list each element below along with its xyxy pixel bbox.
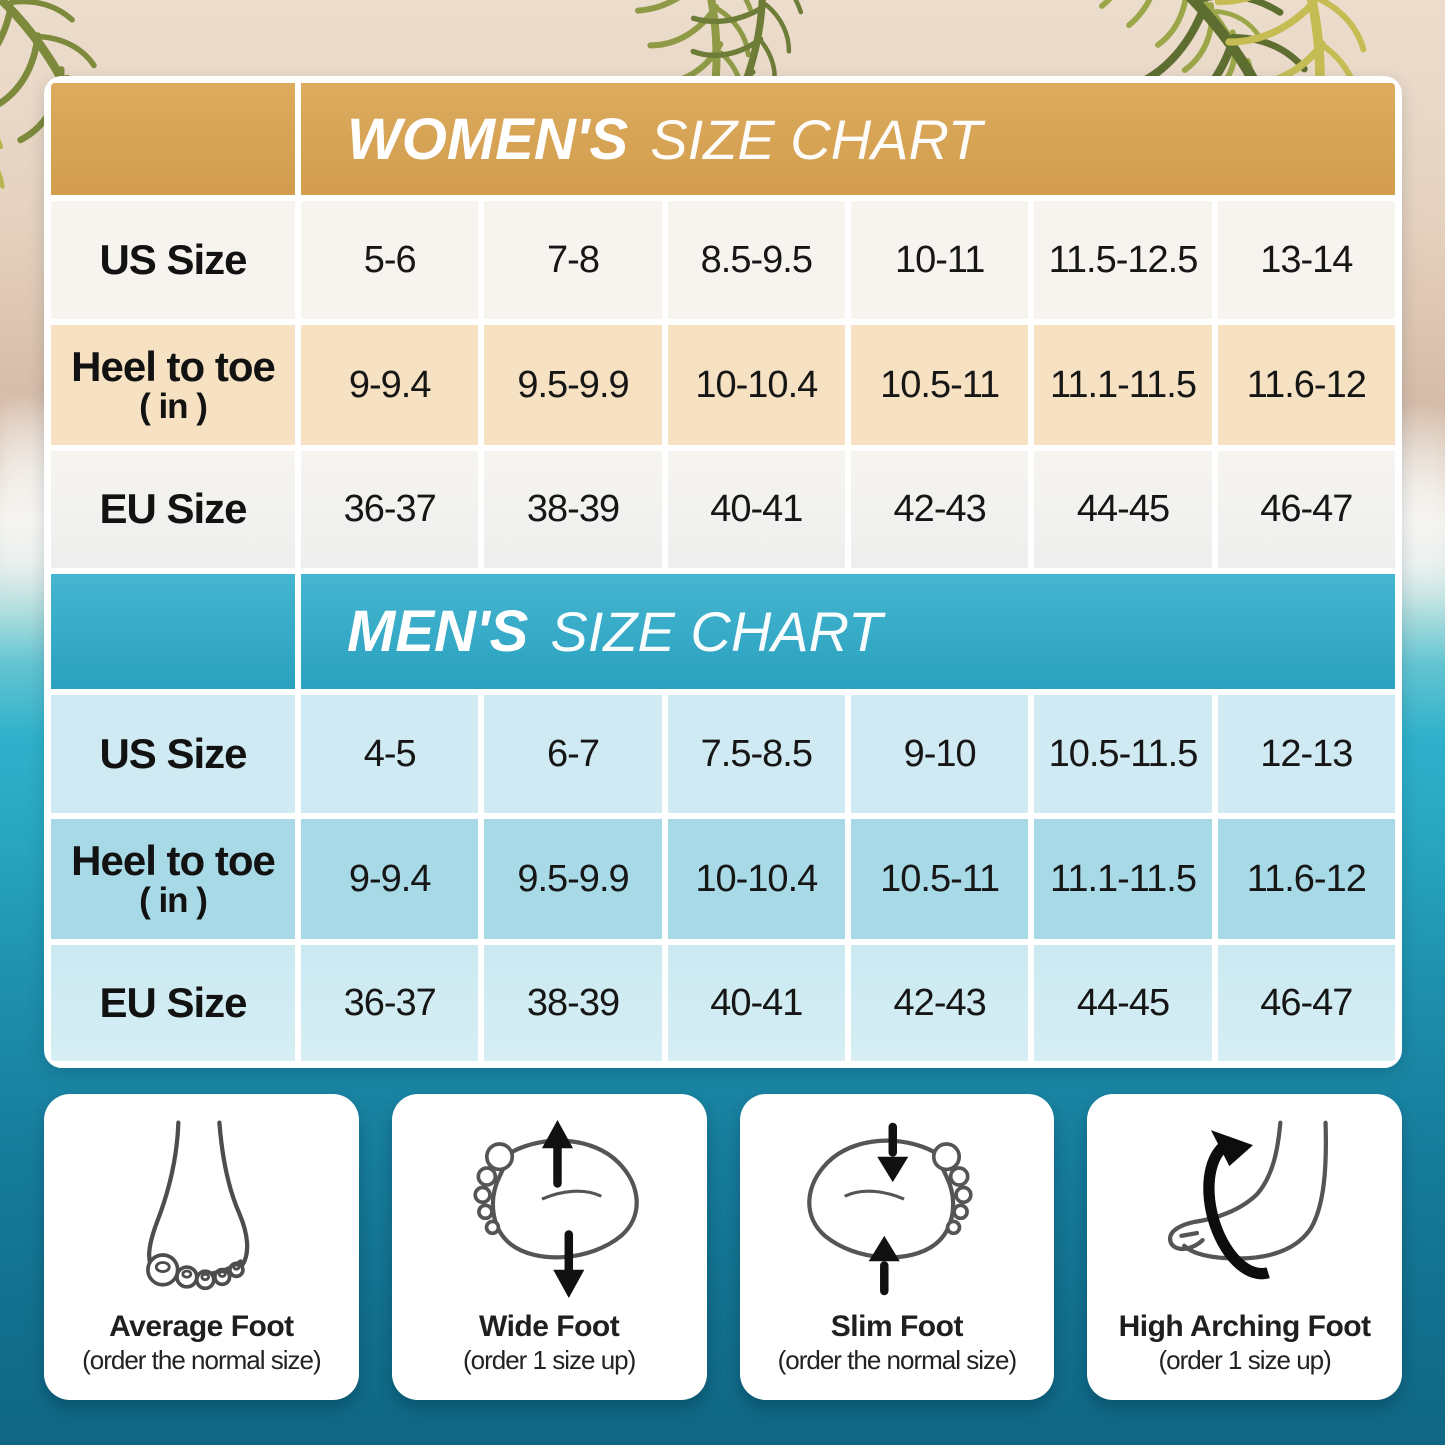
foot-card-title: Average Foot	[109, 1310, 294, 1344]
mens-table-corner-cell	[48, 571, 298, 692]
mens-eu-size-label: EU Size	[48, 942, 298, 1064]
womens-eu-size-value: 36-37	[298, 448, 482, 571]
womens-us-size-label: US Size	[48, 198, 298, 322]
mens-us-size-value: 7.5-8.5	[664, 692, 848, 816]
foot-card-high-arching: High Arching Foot (order 1 size up)	[1087, 1094, 1402, 1400]
wide-foot-icon	[443, 1094, 655, 1310]
foot-card-title: Wide Foot	[479, 1310, 620, 1344]
womens-heel-to-toe-value: 9-9.4	[298, 322, 482, 448]
mens-heel-to-toe-value: 9-9.4	[298, 816, 482, 942]
womens-us-size-value: 13-14	[1214, 198, 1398, 322]
foot-card-average: Average Foot (order the normal size)	[44, 1094, 359, 1400]
womens-us-size-value: 11.5-12.5	[1031, 198, 1215, 322]
foot-card-subtitle: (order the normal size)	[82, 1344, 322, 1375]
mens-us-size-value: 12-13	[1214, 692, 1398, 816]
womens-table-title: WOMEN'S SIZE CHART	[298, 80, 1398, 198]
slim-foot-icon	[791, 1094, 1003, 1310]
average-foot-icon	[116, 1094, 286, 1310]
womens-heel-to-toe-value: 11.6-12	[1214, 322, 1398, 448]
mens-title-bold: MEN'S	[347, 599, 529, 664]
womens-us-size-value: 7-8	[481, 198, 665, 322]
womens-us-size-value: 5-6	[298, 198, 482, 322]
mens-title-light: SIZE CHART	[550, 600, 883, 663]
foot-card-title: High Arching Foot	[1118, 1310, 1372, 1344]
mens-heel-to-toe-value: 11.1-11.5	[1031, 816, 1215, 942]
mens-us-size-value: 6-7	[481, 692, 665, 816]
foot-type-guide: Average Foot (order the normal size)	[44, 1094, 1402, 1400]
foot-card-title: Slim Foot	[830, 1310, 964, 1344]
womens-eu-size-value: 42-43	[847, 448, 1032, 571]
mens-eu-size-value: 38-39	[481, 942, 665, 1064]
womens-heel-to-toe-value: 10.5-11	[847, 322, 1032, 448]
mens-heel-to-toe-value: 9.5-9.9	[481, 816, 665, 942]
mens-table-title: MEN'S SIZE CHART	[298, 571, 1398, 692]
mens-eu-size-value: 46-47	[1214, 942, 1398, 1064]
womens-us-size-value: 10-11	[847, 198, 1032, 322]
womens-heel-to-toe-label: Heel to toe ( in )	[48, 322, 298, 448]
mens-us-size-value: 9-10	[847, 692, 1032, 816]
foot-card-slim: Slim Foot (order the normal size)	[739, 1094, 1055, 1400]
womens-eu-size-value: 38-39	[481, 448, 665, 571]
mens-us-size-value: 10.5-11.5	[1031, 692, 1215, 816]
foot-card-subtitle: (order 1 size up)	[1158, 1344, 1331, 1375]
mens-heel-to-toe-value: 11.6-12	[1214, 816, 1398, 942]
mens-size-table: MEN'S SIZE CHART US Size 4-5 6-7 7.5-8.5…	[48, 571, 1398, 1064]
high-arching-foot-icon	[1139, 1094, 1351, 1310]
womens-size-table: WOMEN'S SIZE CHART US Size 5-6 7-8 8.5-9…	[48, 80, 1398, 571]
foot-card-subtitle: (order the normal size)	[777, 1344, 1018, 1375]
mens-eu-size-value: 42-43	[847, 942, 1032, 1064]
mens-heel-to-toe-value: 10-10.4	[664, 816, 848, 942]
foot-card-wide: Wide Foot (order 1 size up)	[391, 1094, 707, 1400]
mens-us-size-value: 4-5	[298, 692, 482, 816]
womens-title-light: SIZE CHART	[650, 107, 983, 171]
mens-heel-to-toe-label: Heel to toe ( in )	[48, 816, 298, 942]
mens-heel-to-toe-value: 10.5-11	[847, 816, 1032, 942]
foot-card-subtitle: (order 1 size up)	[462, 1344, 636, 1375]
mens-eu-size-value: 44-45	[1031, 942, 1215, 1064]
womens-title-bold: WOMEN'S	[347, 106, 629, 172]
womens-eu-size-value: 44-45	[1031, 448, 1215, 571]
womens-table-corner-cell	[48, 80, 298, 198]
womens-heel-to-toe-value: 9.5-9.9	[481, 322, 665, 448]
womens-eu-size-value: 46-47	[1214, 448, 1398, 571]
womens-eu-size-value: 40-41	[664, 448, 848, 571]
mens-eu-size-value: 36-37	[298, 942, 482, 1064]
mens-us-size-label: US Size	[48, 692, 298, 816]
womens-eu-size-label: EU Size	[48, 448, 298, 571]
size-tables-panel: WOMEN'S SIZE CHART US Size 5-6 7-8 8.5-9…	[44, 76, 1402, 1068]
womens-us-size-value: 8.5-9.5	[664, 198, 848, 322]
mens-eu-size-value: 40-41	[664, 942, 848, 1064]
womens-heel-to-toe-value: 10-10.4	[664, 322, 848, 448]
womens-heel-to-toe-value: 11.1-11.5	[1031, 322, 1215, 448]
